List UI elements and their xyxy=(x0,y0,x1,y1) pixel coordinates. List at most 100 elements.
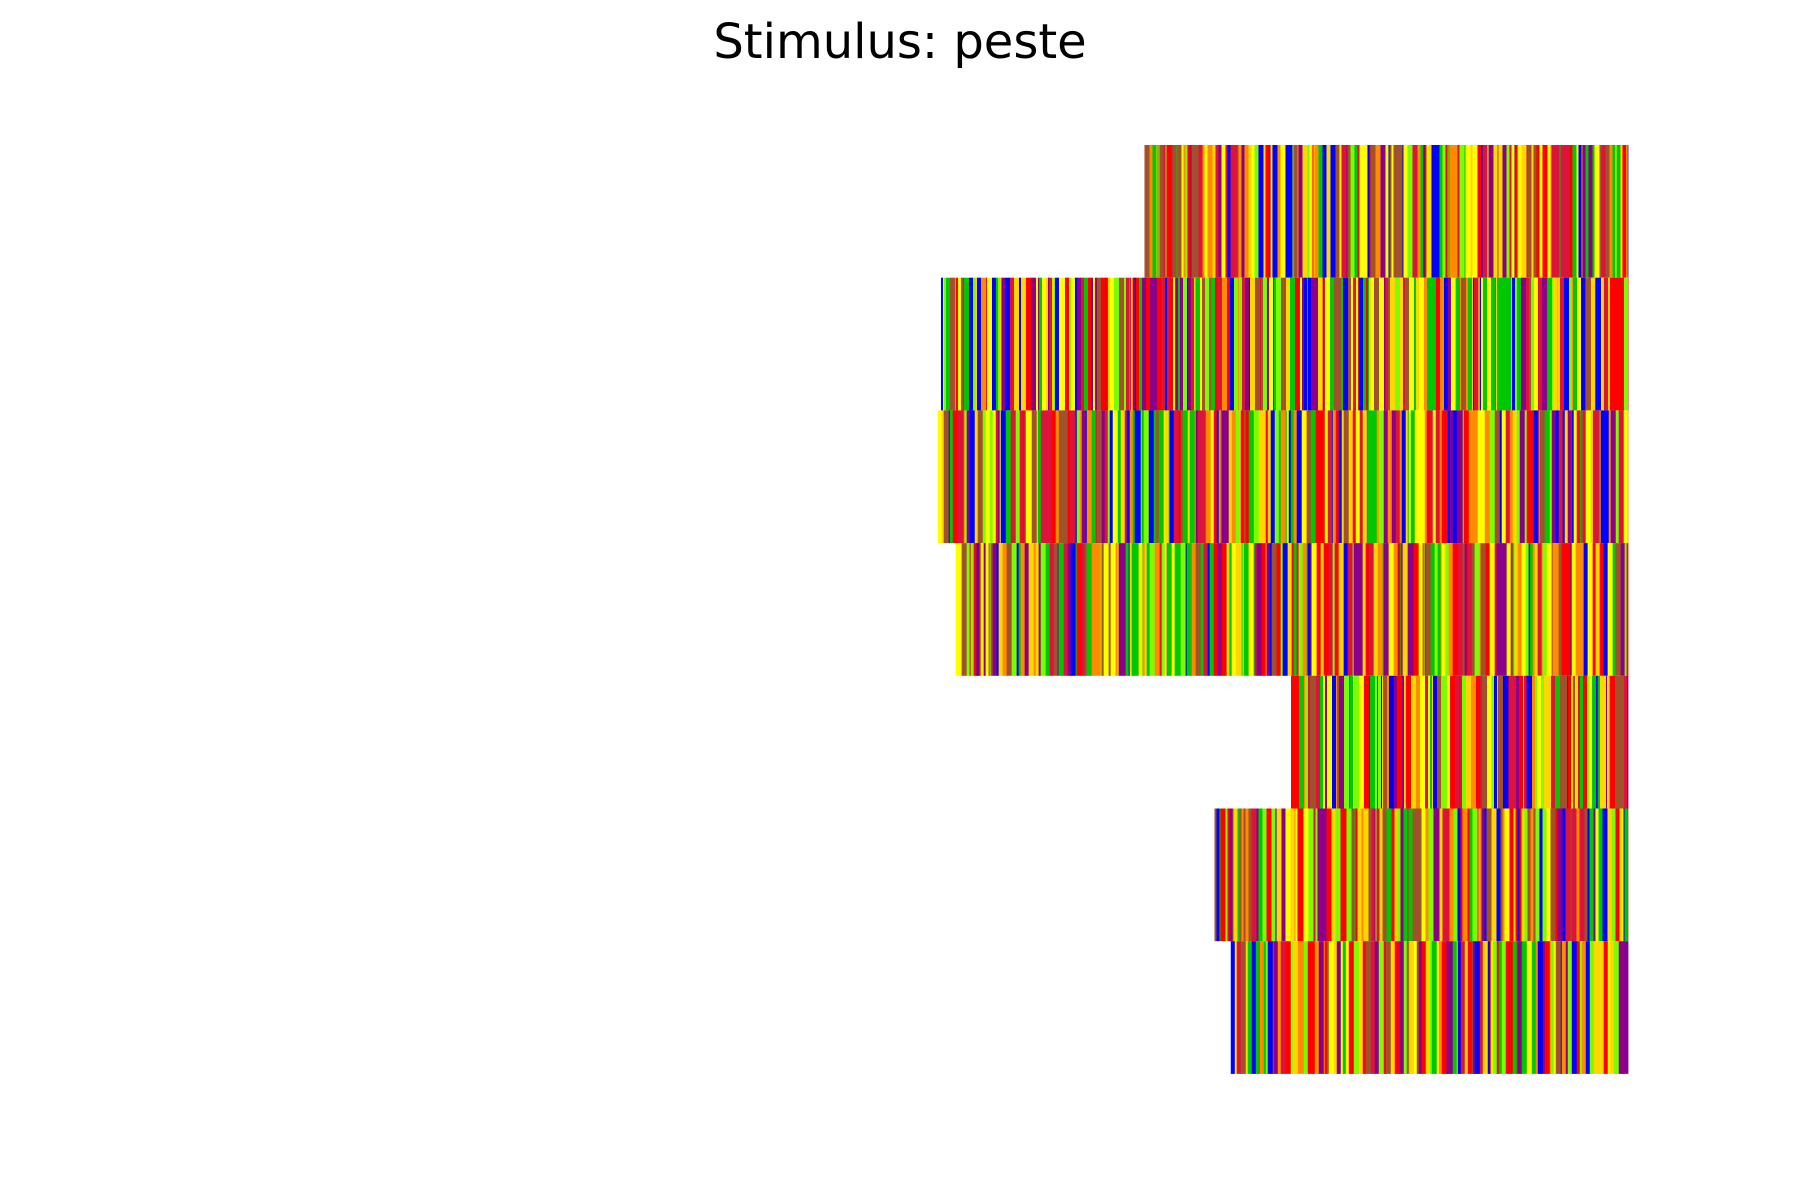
stimulus-stripe xyxy=(1205,145,1208,278)
stimulus-stripe xyxy=(1355,277,1359,411)
stimulus-stripe xyxy=(1599,410,1602,544)
stimulus-stripe xyxy=(1412,808,1418,942)
stimulus-stripe xyxy=(1243,808,1246,942)
stimulus-stripe xyxy=(1004,277,1011,411)
stimulus-stripe xyxy=(989,410,994,544)
stimulus-stripe xyxy=(1218,145,1222,278)
stimulus-stripe xyxy=(1214,808,1217,942)
stimulus-stripe xyxy=(1489,410,1496,544)
stimulus-stripe xyxy=(1370,941,1376,1074)
stimulus-stripe xyxy=(1444,543,1447,676)
stimulus-stripe xyxy=(1256,808,1259,942)
stimulus-stripe xyxy=(1512,543,1515,676)
stimulus-stripe xyxy=(1191,145,1195,278)
stimulus-stripe xyxy=(1259,277,1262,411)
stimulus-stripe xyxy=(1587,808,1590,942)
stimulus-stripe xyxy=(1416,941,1420,1074)
stimulus-stripe xyxy=(1210,410,1215,544)
stimulus-stripe xyxy=(1124,410,1128,544)
stimulus-stripe xyxy=(1067,543,1072,676)
stimulus-stripe xyxy=(1430,675,1433,809)
stimulus-stripe xyxy=(974,410,979,544)
stimulus-stripe xyxy=(1297,941,1300,1074)
stimulus-stripe xyxy=(1422,675,1426,809)
stimulus-stripe xyxy=(1541,675,1545,809)
stimulus-stripe xyxy=(1341,410,1345,544)
stimulus-stripe xyxy=(1342,941,1347,1074)
stimulus-stripe xyxy=(1075,410,1078,544)
stimulus-stripe xyxy=(1020,543,1026,676)
stimulus-stripe xyxy=(1463,410,1470,544)
stimulus-stripe xyxy=(1269,543,1272,676)
stimulus-stripe xyxy=(1609,277,1615,411)
stimulus-stripe xyxy=(1544,941,1551,1074)
stimulus-stripe xyxy=(1555,808,1558,942)
stimulus-stripe xyxy=(1129,277,1132,411)
stimulus-stripe xyxy=(943,277,947,411)
stimulus-stripe xyxy=(1388,543,1395,676)
stimulus-stripe xyxy=(1537,277,1543,411)
stimulus-stripe xyxy=(1464,145,1466,278)
stimulus-stripe xyxy=(1533,410,1539,544)
stimulus-stripe xyxy=(1141,543,1144,676)
stimulus-stripe xyxy=(1173,410,1180,544)
stimulus-stripe xyxy=(1258,410,1262,544)
stimulus-stripe xyxy=(1210,277,1216,411)
stimulus-stripe xyxy=(1209,543,1215,676)
stimulus-stripe xyxy=(1280,410,1287,544)
stimulus-stripe xyxy=(1512,941,1518,1074)
stimulus-stripe xyxy=(1172,277,1176,411)
stimulus-stripe xyxy=(1305,675,1309,809)
stimulus-stripe xyxy=(1327,410,1332,544)
stimulus-stripe xyxy=(1204,277,1210,411)
stimulus-stripe xyxy=(1304,675,1306,809)
stimulus-stripe xyxy=(1043,410,1049,544)
stimulus-stripe xyxy=(1129,410,1134,544)
stimulus-stripe xyxy=(1325,675,1328,809)
stimulus-stripe xyxy=(1597,675,1599,809)
stimulus-stripe xyxy=(1313,675,1317,809)
stimulus-stripe xyxy=(1309,145,1312,278)
stimulus-stripe xyxy=(1262,808,1267,942)
stimulus-stripe xyxy=(1517,145,1519,278)
stimulus-stripe xyxy=(1374,808,1376,942)
stimulus-stripe xyxy=(1229,277,1235,411)
stimulus-stripe xyxy=(1324,410,1329,544)
stimulus-stripe xyxy=(1359,145,1364,278)
stimulus-stripe xyxy=(1180,410,1184,544)
stimulus-stripe xyxy=(1546,277,1553,411)
stimulus-stripe xyxy=(1449,410,1454,544)
stimulus-stripe xyxy=(1624,808,1626,942)
stimulus-stripe xyxy=(969,410,976,544)
stimulus-stripe xyxy=(976,277,982,411)
stimulus-stripe xyxy=(1349,675,1351,809)
stimulus-stripe xyxy=(963,277,970,411)
stimulus-stripe xyxy=(1498,675,1504,809)
stimulus-stripe xyxy=(985,543,990,676)
stimulus-stripe xyxy=(1106,543,1110,676)
stimulus-stripe xyxy=(1322,277,1325,411)
stimulus-stripe xyxy=(1382,808,1387,942)
stimulus-stripe xyxy=(1134,410,1138,544)
stimulus-stripe xyxy=(1573,410,1578,544)
stimulus-stripe xyxy=(1583,675,1588,809)
stimulus-stripe xyxy=(1565,808,1571,942)
stimulus-stripe xyxy=(1559,277,1565,411)
stimulus-stripe xyxy=(1221,410,1226,544)
stimulus-stripe xyxy=(1101,543,1105,676)
stimulus-stripe xyxy=(1504,808,1510,942)
stimulus-stripe xyxy=(1398,543,1401,676)
stimulus-stripe xyxy=(1585,941,1591,1074)
stimulus-stripe xyxy=(1514,277,1518,411)
stimulus-stripe xyxy=(1229,543,1233,676)
stimulus-stripe xyxy=(1537,675,1542,809)
stimulus-stripe xyxy=(1103,543,1108,676)
stimulus-stripe xyxy=(973,543,978,676)
stimulus-stripe xyxy=(1500,808,1503,942)
stimulus-stripe xyxy=(1335,808,1341,942)
stimulus-stripe xyxy=(1031,410,1038,544)
stimulus-stripe xyxy=(1216,808,1220,942)
stimulus-stripe xyxy=(1612,145,1616,278)
stimulus-stripe xyxy=(1494,410,1501,544)
stimulus-stripe xyxy=(1492,675,1495,809)
